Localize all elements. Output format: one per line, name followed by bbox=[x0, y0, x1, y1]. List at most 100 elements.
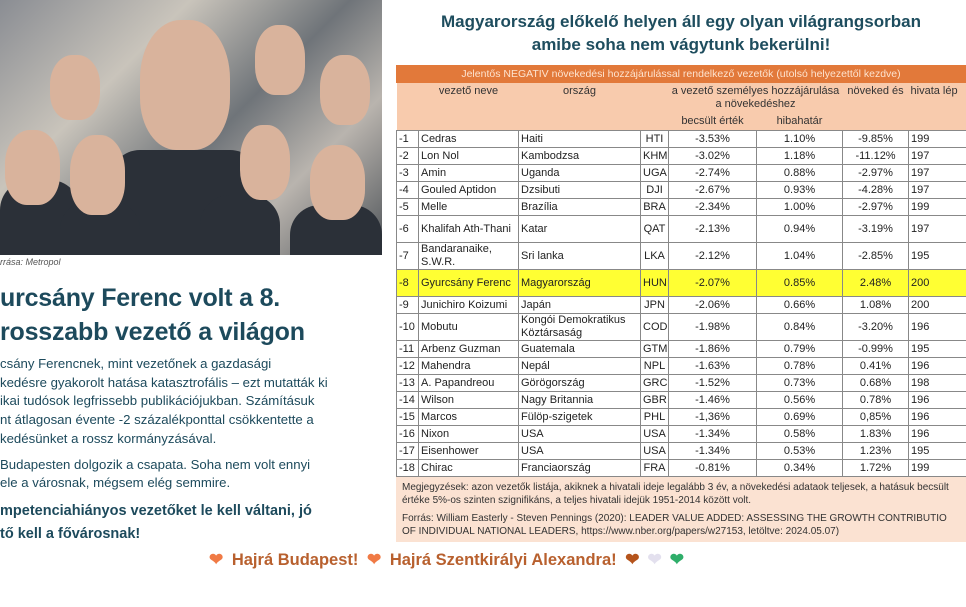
cell-year: 199 bbox=[908, 130, 966, 148]
cell-rank: -4 bbox=[396, 181, 419, 199]
cell-growth: -11.12% bbox=[842, 147, 910, 165]
cell-err: 0.85% bbox=[755, 269, 844, 297]
cell-code: HTI bbox=[640, 130, 669, 148]
cta-line: mpetenciahiányos vezetőket le kell válta… bbox=[0, 502, 312, 519]
cell-code: UGA bbox=[640, 164, 669, 182]
cell-country: Nagy Britannia bbox=[518, 391, 641, 409]
table-row: -7 Bandaranaike, S.W.R. Sri lanka LKA -2.12%… bbox=[396, 242, 966, 270]
brown-heart-icon: ❤ bbox=[625, 550, 640, 569]
table-banner: Jelentős NEGATIV növekedési hozzájárulás… bbox=[396, 65, 966, 83]
title-line: Magyarország előkelő helyen áll egy olya… bbox=[441, 12, 921, 31]
cell-est: -0.81% bbox=[668, 459, 757, 477]
call-to-action: mpetenciahiányos vezetőket le kell válta… bbox=[0, 500, 384, 546]
cell-rank: -7 bbox=[396, 242, 419, 270]
article-column: rrása: Metropol urcsány Ferenc volt a 8.… bbox=[0, 257, 384, 546]
cell-name: Cedras bbox=[418, 130, 519, 148]
table-row: -12 Mahendra Nepál NPL -1.63% 0.78% 0.41% 196 bbox=[396, 357, 966, 375]
cell-growth: -2.97% bbox=[842, 198, 910, 216]
table-row: -2 Lon Nol Kambodzsa KHM -3.02% 1.18% -11.12% 1… bbox=[396, 147, 966, 165]
cell-code: PHL bbox=[640, 408, 669, 426]
article-body: csány Ferencnek, mint vezetőnek a gazdas… bbox=[0, 355, 384, 493]
cell-growth: -2.85% bbox=[842, 242, 910, 270]
cell-est: -2.34% bbox=[668, 198, 757, 216]
slogan-budapest: Hajrá Budapest! bbox=[231, 551, 359, 569]
cell-name: Bandaranaike, S.W.R. bbox=[418, 242, 519, 270]
cell-est: -1.52% bbox=[668, 374, 757, 392]
cell-name: Junichiro Koizumi bbox=[418, 296, 519, 314]
cell-code: LKA bbox=[640, 242, 669, 270]
cell-err: 1.04% bbox=[755, 242, 844, 270]
cell-name: Lon Nol bbox=[418, 147, 519, 165]
cell-err: 0.53% bbox=[755, 442, 844, 460]
cell-rank: -10 bbox=[396, 313, 419, 341]
ranking-column: Magyarország előkelő helyen áll egy olya… bbox=[209, 10, 966, 570]
orange-heart-icon: ❤ bbox=[366, 550, 382, 569]
text-line: ikai tudósok legfrissebb publikációjukba… bbox=[0, 393, 315, 409]
cell-growth: 1.72% bbox=[842, 459, 910, 477]
cell-country: Kongói Demokratikus Köztársaság bbox=[518, 313, 641, 341]
cell-year: 200 bbox=[908, 269, 966, 297]
cell-name: Mahendra bbox=[418, 357, 519, 375]
cell-country: Franciaország bbox=[518, 459, 641, 477]
cell-code: GRC bbox=[640, 374, 669, 392]
cell-year: 196 bbox=[908, 425, 966, 443]
cell-est: -2.12% bbox=[668, 242, 757, 270]
header-country: ország bbox=[518, 83, 641, 113]
cell-est: -1,36% bbox=[668, 408, 757, 426]
cell-code: DJI bbox=[640, 181, 669, 199]
header-contribution: a vezető személyes hozzájárulása a növek… bbox=[668, 83, 843, 113]
cell-country: Japán bbox=[518, 296, 641, 314]
table-row: -14 Wilson Nagy Britannia GBR -1.46% 0.56% 0.7… bbox=[396, 391, 966, 409]
cell-err: 0.69% bbox=[755, 408, 844, 426]
cell-year: 199 bbox=[908, 459, 966, 477]
cell-est: -2.74% bbox=[668, 164, 757, 182]
cell-code: USA bbox=[640, 442, 669, 460]
cell-code: QAT bbox=[640, 215, 669, 243]
cell-year: 200 bbox=[908, 296, 966, 314]
cell-name: A. Papandreou bbox=[418, 374, 519, 392]
cell-country: USA bbox=[518, 425, 641, 443]
cell-growth: -0.99% bbox=[842, 340, 910, 358]
cell-err: 0.73% bbox=[755, 374, 844, 392]
cell-name: Gyurcsány Ferenc bbox=[418, 269, 519, 297]
cell-err: 0.93% bbox=[755, 181, 844, 199]
cell-code: GBR bbox=[640, 391, 669, 409]
table-row: -6 Khalifah Ath-Thani Katar QAT -2.13% 0.94% -… bbox=[396, 215, 966, 243]
text-line: ele a városnak, mégsem elég semmire. bbox=[0, 475, 231, 491]
cell-rank: -12 bbox=[396, 357, 419, 375]
header-growth: növeked és bbox=[842, 83, 909, 113]
cell-country: Katar bbox=[518, 215, 641, 243]
cell-err: 0.34% bbox=[755, 459, 844, 477]
cell-rank: -1 bbox=[396, 130, 419, 148]
cell-err: 0.94% bbox=[755, 215, 844, 243]
cell-code: BRA bbox=[640, 198, 669, 216]
cell-est: -1.46% bbox=[668, 391, 757, 409]
table-row: -16 Nixon USA USA -1.34% 0.58% 1.83% 196 bbox=[396, 425, 966, 443]
table-row: -4 Gouled Aptidon Dzsibuti DJI -2.67% 0.93% -4… bbox=[396, 181, 966, 199]
cell-name: Marcos bbox=[418, 408, 519, 426]
cell-est: -1.86% bbox=[668, 340, 757, 358]
table-row: -18 Chirac Franciaország FRA -0.81% 0.34% 1.72… bbox=[396, 459, 966, 477]
cell-year: 196 bbox=[908, 313, 966, 341]
white-heart-icon: ❤ bbox=[647, 550, 662, 569]
cell-country: Kambodzsa bbox=[518, 147, 641, 165]
cell-err: 0.84% bbox=[755, 313, 844, 341]
cell-growth: 1.08% bbox=[842, 296, 910, 314]
cell-rank: -18 bbox=[396, 459, 419, 477]
header-row: vezető neve ország a vezető személyes ho… bbox=[396, 83, 966, 113]
green-heart-icon: ❤ bbox=[669, 550, 684, 569]
cell-growth: 0,85% bbox=[842, 408, 910, 426]
cell-year: 196 bbox=[908, 357, 966, 375]
cell-name: Chirac bbox=[418, 459, 519, 477]
cell-rank: -16 bbox=[396, 425, 419, 443]
cell-rank: -5 bbox=[396, 198, 419, 216]
cell-code: KHM bbox=[640, 147, 669, 165]
paragraph: Budapesten dolgozik a csapata. Soha nem … bbox=[0, 456, 384, 493]
cell-est: -1.34% bbox=[668, 442, 757, 460]
cell-rank: -8 bbox=[396, 269, 419, 297]
cell-code: HUN bbox=[640, 269, 669, 297]
cell-year: 199 bbox=[908, 198, 966, 216]
cell-est: -3.53% bbox=[668, 130, 757, 148]
cell-code: NPL bbox=[640, 357, 669, 375]
cell-name: Khalifah Ath-Thani bbox=[418, 215, 519, 243]
